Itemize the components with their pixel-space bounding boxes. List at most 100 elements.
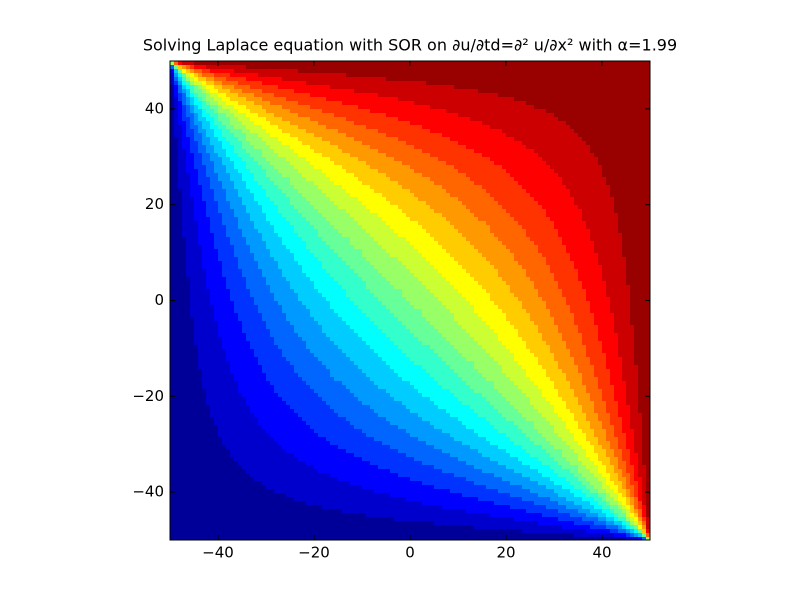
contour-band: [486, 377, 511, 382]
contour-band: [498, 269, 527, 274]
contour-band: [194, 73, 199, 78]
contour-band: [170, 325, 195, 330]
contour-band: [562, 241, 595, 246]
contour-band: [234, 213, 251, 218]
contour-band: [634, 349, 651, 354]
contour-band: [322, 505, 443, 510]
contour-band: [630, 425, 643, 430]
contour-band: [194, 333, 219, 338]
contour-band: [186, 237, 199, 242]
contour-band: [526, 345, 551, 350]
contour-band: [618, 229, 651, 234]
contour-band: [218, 137, 227, 142]
contour-band: [322, 329, 355, 334]
contour-band: [170, 277, 191, 282]
contour-band: [606, 361, 623, 366]
contour-band: [646, 485, 651, 490]
contour-band: [570, 257, 599, 262]
contour-band: [194, 77, 199, 82]
contour-band: [638, 473, 647, 478]
contour-band: [214, 313, 239, 318]
contour-band: [646, 517, 651, 522]
contour-band: [390, 177, 431, 182]
contour-band: [326, 241, 351, 246]
contour-band: [558, 473, 575, 478]
contour-band: [170, 401, 207, 406]
contour-band: [478, 413, 503, 418]
contour-band: [610, 445, 619, 450]
contour-band: [646, 465, 651, 470]
contour-band: [466, 461, 499, 466]
contour-band: [170, 97, 175, 102]
contour-band: [638, 521, 643, 526]
contour-band: [402, 289, 431, 294]
contour-band: [278, 345, 307, 350]
contour-band: [230, 89, 243, 94]
contour-band: [626, 445, 635, 450]
contour-band: [630, 413, 643, 418]
contour-band: [182, 229, 199, 234]
contour-band: [446, 249, 479, 254]
contour-band: [566, 441, 579, 446]
contour-band: [626, 521, 631, 526]
contour-band: [350, 389, 387, 394]
contour-band: [518, 409, 539, 414]
contour-band: [286, 157, 307, 162]
contour-band: [638, 489, 643, 494]
contour-band: [602, 397, 615, 402]
contour-band: [362, 337, 391, 342]
contour-band: [570, 513, 587, 518]
contour-band: [394, 313, 423, 318]
contour-band: [186, 161, 195, 166]
contour-band: [622, 525, 627, 530]
contour-band: [374, 321, 403, 326]
contour-band: [490, 261, 519, 266]
contour-band: [194, 337, 223, 342]
contour-band: [614, 397, 627, 402]
contour-band: [214, 169, 227, 174]
contour-band: [602, 277, 627, 282]
contour-band: [214, 97, 223, 102]
contour-band: [570, 445, 583, 450]
contour-band: [482, 153, 539, 158]
contour-band: [298, 261, 323, 266]
contour-band: [406, 297, 439, 302]
contour-band: [530, 489, 555, 494]
contour-band: [538, 293, 563, 298]
contour-band: [366, 513, 491, 518]
contour-band: [306, 81, 427, 86]
contour-band: [322, 261, 347, 266]
contour-band: [610, 457, 619, 462]
contour-band: [294, 165, 315, 170]
contour-band: [178, 185, 191, 190]
contour-band: [642, 525, 647, 530]
contour-band: [550, 349, 571, 354]
contour-band: [610, 309, 631, 314]
contour-band: [298, 125, 327, 130]
contour-band: [214, 145, 223, 150]
contour-band: [330, 273, 359, 278]
contour-band: [422, 365, 451, 370]
contour-band: [170, 157, 179, 162]
contour-band: [310, 277, 335, 282]
contour-band: [310, 201, 335, 206]
contour-band: [534, 501, 559, 506]
contour-band: [326, 269, 355, 274]
contour-band: [398, 449, 443, 454]
contour-band: [634, 525, 639, 530]
contour-band: [230, 205, 247, 210]
contour-band: [170, 441, 223, 446]
contour-band: [474, 181, 519, 186]
contour-band: [514, 469, 539, 474]
contour-band: [218, 433, 271, 438]
contour-band: [182, 129, 187, 134]
contour-band: [170, 329, 195, 334]
contour-band: [342, 317, 371, 322]
contour-band: [338, 229, 367, 234]
contour-band: [482, 345, 507, 350]
contour-band: [406, 213, 443, 218]
contour-band: [570, 125, 651, 130]
contour-band: [602, 173, 651, 178]
contour-band: [530, 377, 551, 382]
contour-band: [642, 537, 647, 541]
